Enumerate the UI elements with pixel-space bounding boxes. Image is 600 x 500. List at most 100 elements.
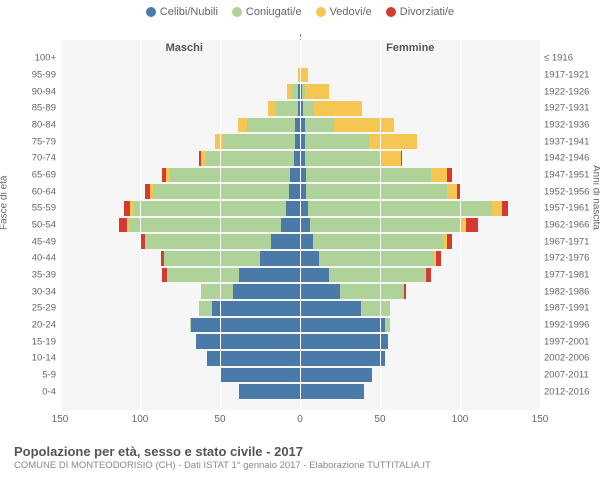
male-bar [60,118,300,133]
bar-segment [300,368,372,383]
grid-line [220,40,221,410]
age-label: 40-44 [2,254,60,264]
age-label: 25-29 [2,304,60,314]
bar-segment [305,84,329,99]
bar-segment [207,351,300,366]
male-bar [60,301,300,316]
legend-item: Celibi/Nubili [146,6,218,18]
age-label: 75-79 [2,137,60,147]
bar-segment [306,184,447,199]
bar-segment [502,201,508,216]
bar-segment [300,218,310,233]
bar-segment [319,251,434,266]
age-label: 30-34 [2,287,60,297]
bar-segment [300,301,361,316]
birth-year-label: 1987-1991 [540,304,589,314]
bar-segment [306,168,431,183]
bar-segment [289,184,300,199]
bar-segment [382,151,401,166]
bar-segment [314,101,362,116]
birth-year-label: 1927-1931 [540,104,589,114]
bar-segment [466,218,477,233]
female-bar [300,384,540,399]
female-bar [300,84,540,99]
legend-label: Coniugati/e [246,6,302,18]
bar-segment [268,101,276,116]
male-bar [60,168,300,183]
female-bar [300,118,540,133]
bar-segment [426,268,431,283]
age-label: 15-19 [2,337,60,347]
x-axis-ticks: 15010050050100150 [60,414,540,428]
bar-segment [164,251,260,266]
bar-segment [431,168,447,183]
female-bar [300,284,540,299]
bar-segment [134,201,286,216]
bar-segment [199,301,212,316]
bar-segment [206,151,294,166]
female-bar [300,301,540,316]
bar-segment [361,301,390,316]
female-bar [300,368,540,383]
age-label: 55-59 [2,204,60,214]
birth-year-label: 1952-1956 [540,187,589,197]
female-bar [300,51,540,66]
birth-year-label: 2002-2006 [540,354,589,364]
birth-year-label: 1992-1996 [540,320,589,330]
female-bar [300,134,540,149]
male-bar [60,151,300,166]
male-bar [60,134,300,149]
birth-year-label: 2007-2011 [540,370,589,380]
bar-segment [404,284,406,299]
legend-dot-icon [232,7,242,17]
male-bar [60,101,300,116]
bar-segment [300,251,319,266]
bar-segment [233,284,300,299]
age-label: 10-14 [2,354,60,364]
population-pyramid-chart: Fasce di età Anni di nascita Maschi Femm… [0,20,600,440]
bar-segment [129,218,281,233]
birth-year-label: 2012-2016 [540,387,589,397]
bar-segment [300,68,308,83]
male-bar [60,351,300,366]
bar-segment [201,284,233,299]
birth-year-label: 1957-1961 [540,204,589,214]
birth-year-label: 1982-1986 [540,287,589,297]
bar-segment [196,334,300,349]
bar-segment [239,384,300,399]
bar-segment [300,384,364,399]
female-bar [300,151,540,166]
x-tick-label: 100 [452,414,469,425]
female-bar [300,351,540,366]
legend-label: Divorziati/e [400,6,454,18]
legend-dot-icon [386,7,396,17]
x-tick-label: 50 [214,414,225,425]
bar-segment [313,234,444,249]
chart-title: Popolazione per età, sesso e stato civil… [14,444,586,459]
age-label: 80-84 [2,120,60,130]
female-bar [300,218,540,233]
bar-segment [305,134,369,149]
age-label: 45-49 [2,237,60,247]
female-bar [300,318,540,333]
male-bar [60,51,300,66]
bar-segment [492,201,502,216]
grid-line [140,40,141,410]
legend: Celibi/Nubili Coniugati/e Vedovi/e Divorzia… [0,0,600,20]
chart-subtitle: COMUNE DI MONTEODORISIO (CH) - Dati ISTA… [14,460,586,471]
legend-label: Vedovi/e [330,6,372,18]
age-label: 20-24 [2,320,60,330]
bar-segment [170,168,290,183]
age-label: 100+ [2,54,60,64]
legend-item: Coniugati/e [232,6,302,18]
legend-label: Celibi/Nubili [160,6,218,18]
male-bar [60,201,300,216]
age-label: 0-4 [2,387,60,397]
x-tick-label: 0 [297,414,303,425]
male-bar [60,251,300,266]
bar-segment [310,218,462,233]
female-bar [300,101,540,116]
birth-year-label: 1942-1946 [540,154,589,164]
legend-item: Vedovi/e [316,6,372,18]
bar-segment [303,101,314,116]
